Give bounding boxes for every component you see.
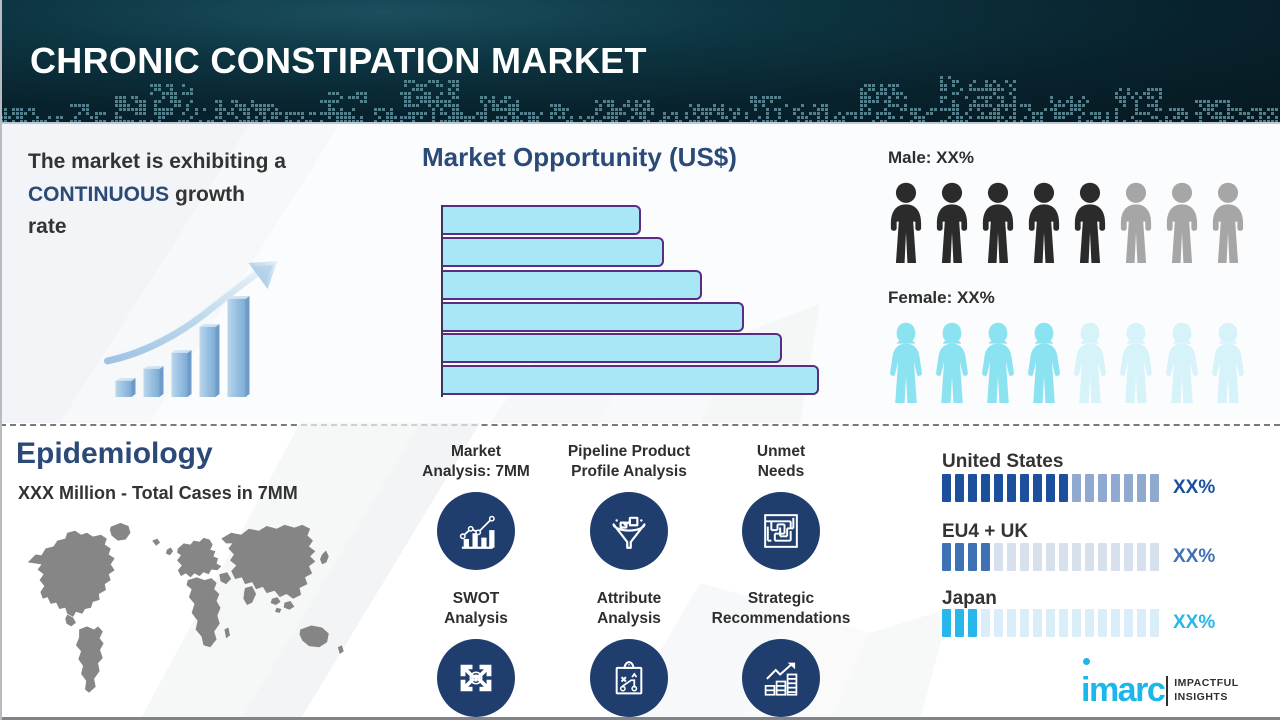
svg-text:?: ?: [474, 675, 478, 682]
